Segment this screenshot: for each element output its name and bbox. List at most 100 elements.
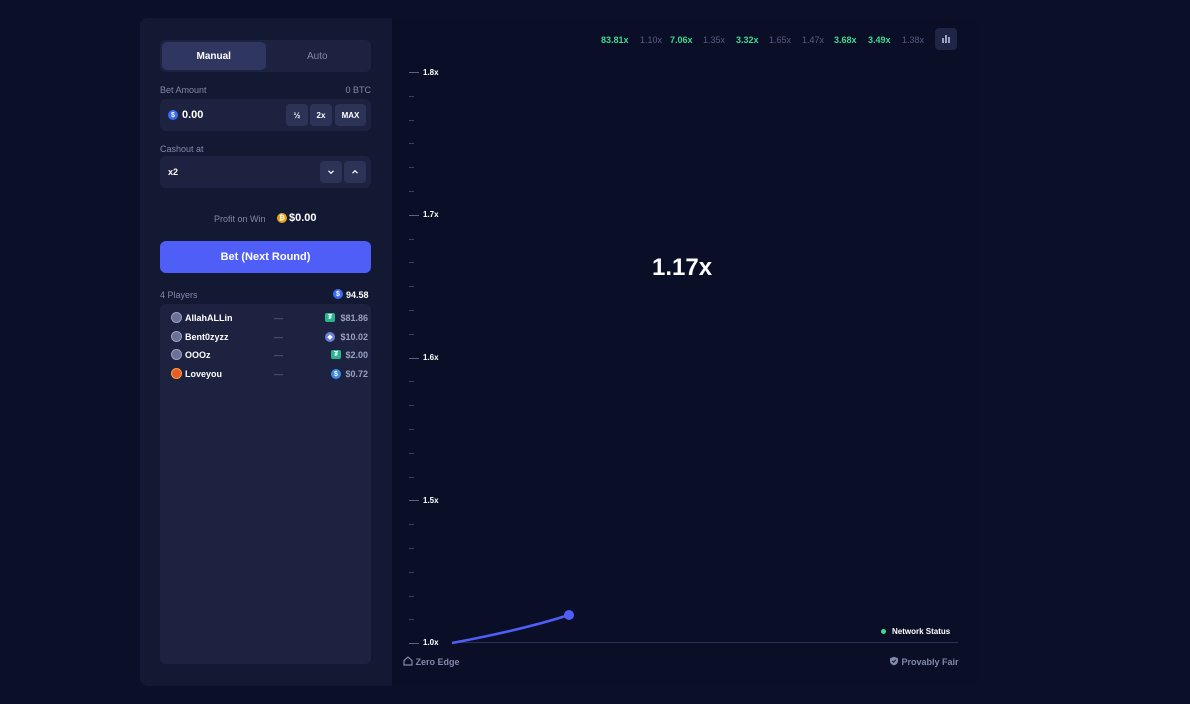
network-status[interactable]: Network Status bbox=[881, 627, 950, 636]
history-item[interactable]: 3.49x bbox=[868, 35, 891, 45]
y-axis-tick bbox=[409, 310, 414, 311]
cashout-increase-button[interactable] bbox=[344, 161, 366, 183]
mode-tabs: Manual Auto bbox=[160, 40, 371, 72]
stats-button[interactable] bbox=[935, 28, 957, 50]
zero-edge-label: Zero Edge bbox=[415, 657, 460, 667]
avatar bbox=[171, 331, 182, 342]
y-axis-tick bbox=[409, 72, 419, 73]
usdc-coin-icon: $ bbox=[331, 369, 341, 379]
history-item[interactable]: 1.10x bbox=[640, 35, 663, 45]
history-item[interactable]: 3.68x bbox=[834, 35, 857, 45]
y-axis-tick bbox=[409, 381, 414, 382]
y-axis-tick bbox=[409, 596, 414, 597]
bet-panel: Manual Auto Bet Amount 0 BTC $ 0.00 ½ 2x… bbox=[140, 18, 392, 686]
player-name: Bent0zyzz bbox=[185, 332, 229, 342]
shield-icon bbox=[890, 656, 898, 666]
y-axis-tick bbox=[409, 239, 414, 240]
dollar-coin-icon: $ bbox=[168, 110, 178, 120]
history-item[interactable]: 83.81x bbox=[601, 35, 629, 45]
y-axis-label: 1.0x bbox=[423, 638, 439, 647]
multiplier-curve bbox=[451, 610, 574, 645]
tether-coin-icon: ₮ bbox=[325, 313, 335, 322]
y-axis-tick bbox=[409, 524, 414, 525]
avatar bbox=[171, 368, 182, 379]
list-item: Bent0zyzz — ◆ $10.02 bbox=[160, 328, 371, 346]
player-status: — bbox=[274, 369, 283, 379]
player-status: — bbox=[274, 313, 283, 323]
y-axis-tick bbox=[409, 286, 414, 287]
cashout-field: x2 bbox=[160, 156, 371, 188]
cashout-label: Cashout at bbox=[160, 144, 204, 154]
profit-label: Profit on Win bbox=[214, 214, 266, 224]
history-item[interactable]: 1.35x bbox=[703, 35, 726, 45]
y-axis-tick bbox=[409, 572, 414, 573]
bet-button[interactable]: Bet (Next Round) bbox=[160, 241, 371, 273]
y-axis-label: 1.5x bbox=[423, 496, 439, 505]
list-item: Loveyou — $ $0.72 bbox=[160, 365, 371, 383]
player-amount: $2.00 bbox=[345, 350, 368, 360]
house-icon bbox=[403, 656, 413, 666]
chevron-down-icon bbox=[328, 170, 334, 175]
players-list: AllahALLin — ₮ $81.86 Bent0zyzz — ◆ $10.… bbox=[160, 304, 371, 664]
player-status: — bbox=[274, 350, 283, 360]
tab-auto[interactable]: Auto bbox=[306, 50, 328, 62]
players-count: 4 Players bbox=[160, 290, 198, 300]
y-axis-tick bbox=[409, 262, 414, 263]
y-axis-tick bbox=[409, 191, 414, 192]
y-axis-tick bbox=[409, 334, 414, 335]
bet-amount-label: Bet Amount bbox=[160, 85, 207, 95]
cashout-decrease-button[interactable] bbox=[320, 161, 342, 183]
player-amount: $81.86 bbox=[340, 313, 368, 323]
bet-amount-input[interactable]: 0.00 bbox=[182, 109, 204, 121]
max-bet-button[interactable]: MAX bbox=[335, 104, 366, 126]
crash-graph-area: 83.81x 1.10x 7.06x 1.35x 3.32x 1.65x 1.4… bbox=[392, 18, 979, 686]
y-axis-label: 1.7x bbox=[423, 210, 439, 219]
player-amount: $10.02 bbox=[340, 332, 368, 342]
history-item[interactable]: 1.38x bbox=[902, 35, 925, 45]
player-name: OOOz bbox=[185, 350, 211, 360]
y-axis-tick bbox=[409, 215, 419, 216]
y-axis-tick bbox=[409, 453, 414, 454]
crash-game: Manual Auto Bet Amount 0 BTC $ 0.00 ½ 2x… bbox=[140, 18, 979, 686]
curve-point bbox=[564, 610, 574, 620]
avatar bbox=[171, 349, 182, 360]
graph-baseline bbox=[452, 642, 958, 643]
history-item[interactable]: 7.06x bbox=[670, 35, 693, 45]
player-amount: $0.72 bbox=[345, 369, 368, 379]
curve-line bbox=[451, 613, 570, 645]
y-axis-tick bbox=[409, 143, 414, 144]
y-axis-tick bbox=[409, 643, 419, 644]
player-name: Loveyou bbox=[185, 369, 223, 379]
history-item[interactable]: 3.32x bbox=[736, 35, 759, 45]
y-axis-tick bbox=[409, 500, 419, 501]
provably-fair-link[interactable]: Provably Fair bbox=[889, 656, 959, 667]
history-item[interactable]: 1.65x bbox=[769, 35, 792, 45]
profit-value: $0.00 bbox=[289, 212, 317, 224]
players-total: 94.58 bbox=[346, 290, 369, 300]
bet-balance: 0 BTC bbox=[345, 85, 371, 95]
y-axis-label: 1.6x bbox=[423, 353, 439, 362]
y-axis-label: 1.8x bbox=[423, 68, 439, 77]
tether-coin-icon: ₮ bbox=[331, 350, 341, 359]
player-name: AllahALLin bbox=[185, 313, 233, 323]
y-axis-tick bbox=[409, 477, 414, 478]
y-axis-tick bbox=[409, 120, 414, 121]
status-dot-icon bbox=[881, 629, 886, 634]
dollar-coin-icon: $ bbox=[333, 289, 343, 299]
history-item[interactable]: 1.47x bbox=[802, 35, 825, 45]
cashout-input[interactable]: x2 bbox=[168, 167, 179, 177]
y-axis-tick bbox=[409, 167, 414, 168]
half-bet-button[interactable]: ½ bbox=[286, 104, 308, 126]
zero-edge-link[interactable]: Zero Edge bbox=[403, 656, 460, 667]
y-axis-tick bbox=[409, 405, 414, 406]
avatar bbox=[171, 312, 182, 323]
list-item: AllahALLin — ₮ $81.86 bbox=[160, 309, 371, 327]
y-axis-tick bbox=[409, 619, 414, 620]
list-item: OOOz — ₮ $2.00 bbox=[160, 346, 371, 364]
tab-manual[interactable]: Manual bbox=[162, 42, 266, 70]
y-axis-tick bbox=[409, 548, 414, 549]
y-axis-tick bbox=[409, 358, 419, 359]
provably-fair-label: Provably Fair bbox=[901, 657, 959, 667]
chevron-up-icon bbox=[352, 169, 358, 174]
double-bet-button[interactable]: 2x bbox=[310, 104, 332, 126]
